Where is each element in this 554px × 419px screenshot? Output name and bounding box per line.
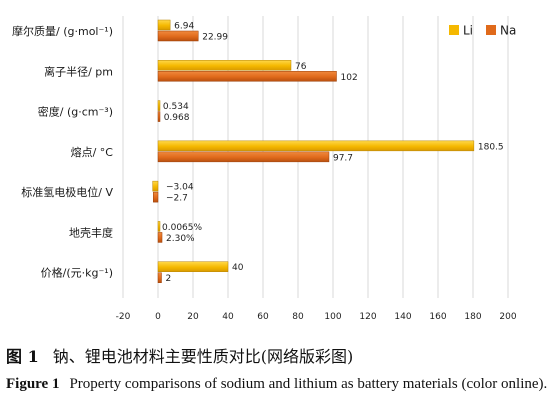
category-label: 地壳丰度 (69, 225, 113, 239)
data-label: 0.534 (163, 102, 189, 112)
bar-na (157, 272, 162, 283)
caption-cn-number: 图 1 (6, 347, 39, 366)
legend-label: Na (500, 24, 516, 38)
x-tick-label: 20 (187, 312, 199, 322)
category-label: 离子半径/ pm (44, 64, 113, 78)
data-label: 97.7 (333, 153, 353, 163)
data-label: 0.0065% (162, 223, 202, 233)
bar-na (153, 191, 159, 203)
x-tick-label: 140 (394, 312, 411, 322)
caption-en-text: Property comparisons of sodium and lithi… (69, 376, 548, 392)
data-label: −2.7 (166, 194, 188, 204)
bar-li (157, 100, 161, 111)
x-tick-label: 60 (257, 312, 269, 322)
bar-li (157, 261, 229, 272)
legend: Li Na (449, 24, 516, 38)
caption-chinese: 图 1 钠、锂电池材料主要性质对比(网络版彩图) (6, 343, 353, 367)
x-tick-label: 120 (359, 312, 376, 322)
bar-na (157, 71, 337, 82)
data-label: −3.04 (166, 183, 194, 193)
bar-na (157, 232, 163, 243)
x-tick-labels: -20 0 20 40 60 80 100 120 140 160 180 200 (116, 312, 517, 322)
category-label: 熔点/ °C (71, 145, 114, 159)
bar-na (157, 111, 161, 122)
data-label: 40 (232, 263, 244, 273)
data-label: 102 (341, 73, 358, 83)
caption-english: Figure 1 Property comparisons of sodium a… (6, 375, 552, 394)
bar-li (157, 221, 161, 232)
bar-li (157, 19, 171, 31)
caption-en-figure: Figure 1 (6, 376, 60, 392)
category-label: 密度/ (g·cm⁻³) (38, 105, 113, 119)
bar-li (157, 140, 475, 152)
data-label: 2.30% (166, 234, 195, 244)
data-label: 0.968 (164, 113, 190, 123)
x-tick-label: 0 (155, 312, 161, 322)
data-label: 76 (295, 62, 307, 72)
bar-li (157, 60, 292, 71)
category-label: 摩尔质量/ (g·mol⁻¹) (12, 24, 113, 38)
data-label: 6.94 (174, 22, 194, 32)
legend-swatch-na (486, 25, 496, 35)
category-labels: 摩尔质量/ (g·mol⁻¹) 离子半径/ pm 密度/ (g·cm⁻³) 熔点/ °… (12, 24, 113, 280)
category-label: 价格/(元·kg⁻¹) (41, 266, 113, 280)
x-tick-label: 100 (324, 312, 341, 322)
x-tick-label: 160 (429, 312, 446, 322)
x-tick-label: 40 (222, 312, 234, 322)
x-tick-label: 80 (292, 312, 304, 322)
data-label: 180.5 (478, 142, 504, 152)
x-tick-label: -20 (116, 312, 131, 322)
data-label: 22.99 (202, 33, 228, 43)
category-label: 标准氢电极电位/ V (21, 185, 113, 199)
x-tick-label: 180 (464, 312, 481, 322)
bar-na (157, 30, 199, 42)
caption-cn-text: 钠、锂电池材料主要性质对比(网络版彩图) (52, 347, 354, 366)
bar-li (152, 180, 159, 192)
legend-label: Li (463, 24, 473, 38)
x-tick-label: 200 (499, 312, 516, 322)
bar-na (157, 151, 330, 163)
data-label: 2 (166, 274, 172, 284)
legend-swatch-li (449, 25, 459, 35)
